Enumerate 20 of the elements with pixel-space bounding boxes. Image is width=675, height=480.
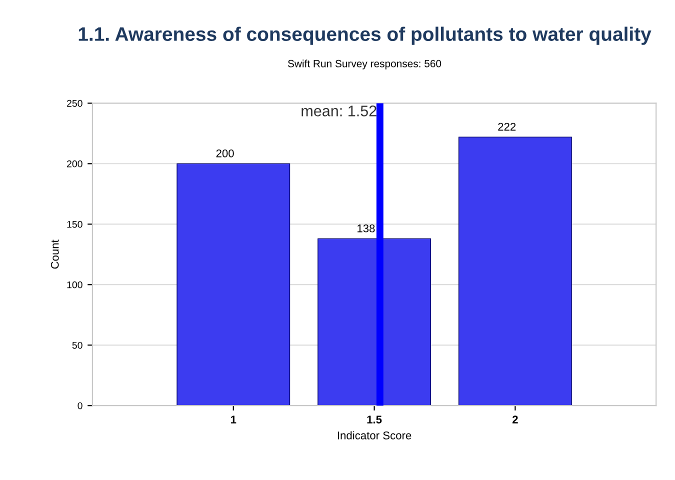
bar (458, 136, 572, 406)
x-tick-label: 2 (512, 416, 518, 424)
y-tick-label: 200 (67, 160, 82, 168)
y-tick-label: 250 (67, 100, 82, 107)
data-label: 138 (358, 224, 375, 232)
y-tick-label: 50 (72, 342, 82, 349)
bar (318, 238, 431, 406)
ref-line-label: mean: 1.52 (302, 106, 376, 116)
chart-title: 1.1. Awareness of consequences of pollutants to water quality (78, 26, 652, 45)
y-tick-label: 0 (78, 402, 82, 410)
x-tick-label: 1 (230, 416, 236, 424)
bar (176, 163, 290, 406)
x-tick-label: 1.5 (367, 416, 382, 424)
x-axis-title: Indicator Score (338, 431, 412, 440)
y-axis-title: Count (50, 240, 59, 269)
chart-subtitle: Swift Run Survey responses: 560 (288, 60, 442, 70)
y-tick-label: 100 (67, 281, 82, 288)
data-label: 200 (216, 149, 234, 158)
y-tick-label: 150 (67, 220, 82, 228)
data-label: 222 (498, 122, 516, 131)
